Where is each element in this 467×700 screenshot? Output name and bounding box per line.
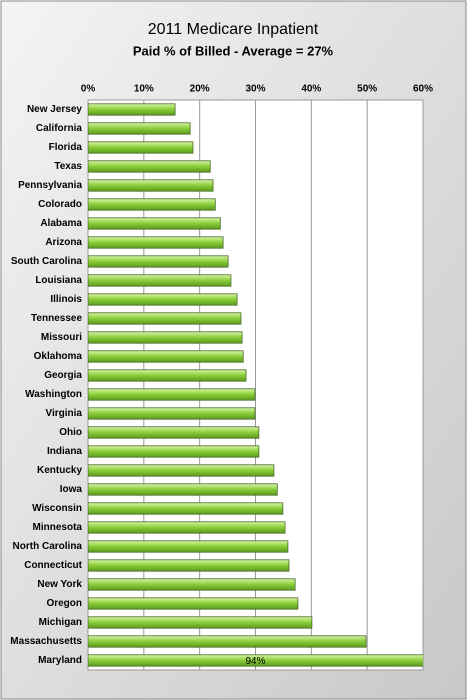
- bar: [88, 388, 256, 401]
- bar: [88, 635, 367, 648]
- x-tick-label: 40%: [301, 84, 321, 95]
- x-tick-label: 60%: [413, 84, 433, 95]
- y-tick-label: Virginia: [46, 408, 83, 419]
- value-label: 94%: [245, 656, 265, 667]
- x-tick-label: 50%: [357, 84, 377, 95]
- y-tick-label: New York: [37, 579, 82, 590]
- bar: [88, 578, 296, 591]
- x-tick-label: 10%: [134, 84, 154, 95]
- y-tick-label: Colorado: [38, 199, 82, 210]
- bar: [88, 236, 224, 249]
- bar: [88, 597, 299, 610]
- bar: [88, 369, 247, 382]
- bar: [88, 255, 229, 268]
- y-tick-label: Massachusetts: [10, 636, 82, 647]
- y-tick-label: Michigan: [39, 617, 82, 628]
- bar: [88, 654, 423, 667]
- bar: [88, 122, 191, 135]
- y-tick-label: Minnesota: [33, 522, 83, 533]
- chart-subtitle: Paid % of Billed - Average = 27%: [133, 43, 334, 58]
- y-tick-label: Iowa: [60, 484, 83, 495]
- plot: [88, 100, 423, 670]
- y-tick-label: Texas: [54, 161, 82, 172]
- chart-title: 2011 Medicare Inpatient: [148, 21, 319, 38]
- bar: [88, 559, 290, 572]
- bar: [88, 141, 194, 154]
- bar: [88, 103, 176, 116]
- bar: [88, 445, 260, 458]
- y-tick-label: New Jersey: [27, 104, 82, 115]
- bar: [88, 198, 216, 211]
- bar: [88, 464, 275, 477]
- y-tick-label: Ohio: [59, 427, 82, 438]
- y-tick-label: North Carolina: [13, 541, 83, 552]
- bar: [88, 293, 238, 306]
- y-tick-label: Georgia: [44, 370, 82, 381]
- y-tick-label: Indiana: [47, 446, 82, 457]
- y-tick-label: Washington: [25, 389, 82, 400]
- y-tick-label: Louisiana: [35, 275, 82, 286]
- bar: [88, 616, 313, 629]
- y-tick-label: Florida: [49, 142, 83, 153]
- y-tick-label: Oklahoma: [34, 351, 83, 362]
- y-tick-label: Alabama: [40, 218, 82, 229]
- y-tick-label: Wisconsin: [32, 503, 82, 514]
- bar: [88, 331, 243, 344]
- bar: [88, 217, 221, 230]
- bar: [88, 426, 260, 439]
- bar: [88, 312, 242, 325]
- y-tick-label: Pennsylvania: [18, 180, 82, 191]
- bar: [88, 160, 211, 173]
- y-tick-label: Arizona: [45, 237, 82, 248]
- bar: [88, 179, 214, 192]
- bar: [88, 502, 284, 515]
- y-tick-label: Oregon: [46, 598, 82, 609]
- x-tick-label: 0%: [81, 84, 96, 95]
- y-tick-label: Maryland: [38, 655, 82, 666]
- bar: [88, 540, 289, 553]
- bar: [88, 407, 256, 420]
- bar: [88, 521, 286, 534]
- y-tick-label: Tennessee: [31, 313, 82, 324]
- y-tick-label: California: [36, 123, 83, 134]
- x-tick-label: 20%: [190, 84, 210, 95]
- y-tick-label: Connecticut: [24, 560, 82, 571]
- y-tick-label: South Carolina: [11, 256, 83, 267]
- bar: [88, 274, 232, 287]
- bar: [88, 483, 278, 496]
- y-tick-label: Illinois: [50, 294, 82, 305]
- x-tick-label: 30%: [245, 84, 265, 95]
- y-tick-label: Missouri: [41, 332, 82, 343]
- bar: [88, 350, 244, 363]
- y-tick-label: Kentucky: [37, 465, 82, 476]
